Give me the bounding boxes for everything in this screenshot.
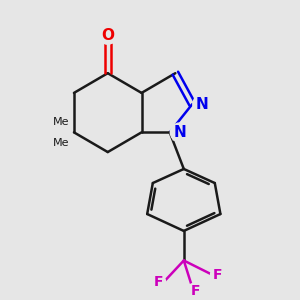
Circle shape	[152, 274, 166, 289]
Text: F: F	[154, 274, 163, 289]
Text: O: O	[101, 28, 114, 43]
Text: F: F	[190, 284, 200, 298]
Text: N: N	[173, 125, 186, 140]
Circle shape	[99, 26, 117, 44]
Text: Me: Me	[53, 117, 70, 127]
Text: F: F	[213, 268, 222, 282]
Circle shape	[170, 123, 189, 142]
Circle shape	[211, 268, 225, 282]
Circle shape	[40, 110, 65, 135]
Circle shape	[40, 130, 65, 155]
Text: Me: Me	[53, 138, 70, 148]
Circle shape	[188, 283, 202, 297]
Circle shape	[193, 95, 212, 113]
Text: N: N	[196, 97, 208, 112]
